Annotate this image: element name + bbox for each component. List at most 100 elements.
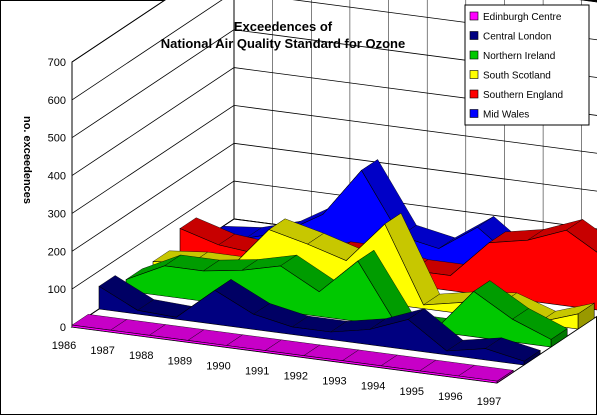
x-tick-label: 1987 bbox=[90, 345, 114, 357]
data-point-1989 bbox=[322, 214, 324, 216]
legend-label: South Scotland bbox=[483, 71, 551, 82]
x-tick-label: 1996 bbox=[438, 391, 462, 403]
x-tick-label: 1997 bbox=[477, 396, 501, 408]
gridline bbox=[71, 104, 597, 214]
series-central-london bbox=[98, 275, 541, 366]
data-point-1995 bbox=[446, 350, 448, 352]
data-point-1993 bbox=[423, 304, 425, 306]
gridlines bbox=[71, 0, 597, 328]
legend-label: Edinburgh Centre bbox=[483, 12, 562, 23]
x-tick-label: 1989 bbox=[168, 355, 192, 367]
data-point-1990 bbox=[361, 170, 363, 172]
data-point-1986 bbox=[152, 261, 154, 263]
data-point-1988 bbox=[176, 317, 178, 319]
data-point-1992 bbox=[330, 331, 332, 333]
data-point-1997 bbox=[496, 380, 498, 382]
legend-swatch bbox=[469, 89, 479, 99]
data-point-1988 bbox=[203, 270, 205, 272]
data-point-1990 bbox=[280, 265, 282, 267]
y-tick-label: 200 bbox=[48, 246, 66, 258]
legend-label: Northern Ireland bbox=[483, 51, 555, 62]
data-point-1989 bbox=[241, 270, 243, 272]
chart-title: Exceedences of bbox=[234, 19, 333, 34]
y-tick-label: 700 bbox=[48, 57, 66, 69]
data-point-1995 bbox=[473, 291, 475, 293]
x-tick-label: 1995 bbox=[399, 386, 423, 398]
data-point-1994 bbox=[407, 319, 409, 321]
data-point-1991 bbox=[345, 260, 347, 262]
y-tick-label: 0 bbox=[60, 322, 66, 334]
x-tick-label: 1992 bbox=[284, 371, 308, 383]
legend-label: Central London bbox=[483, 32, 551, 43]
data-point-1987 bbox=[218, 244, 220, 246]
data-point-1990 bbox=[253, 313, 255, 315]
x-tick-label: 1986 bbox=[52, 340, 76, 352]
data-point-1989 bbox=[187, 340, 189, 342]
legend-swatch bbox=[469, 31, 479, 40]
data-point-1989 bbox=[214, 289, 216, 291]
legend-label: Mid Wales bbox=[483, 110, 529, 121]
legend-swatch bbox=[469, 50, 479, 60]
x-tick-label: 1994 bbox=[361, 381, 385, 393]
x-tick-label: 1991 bbox=[245, 365, 269, 377]
data-point-1990 bbox=[226, 345, 228, 347]
legend-box bbox=[464, 4, 590, 126]
data-point-1991 bbox=[291, 326, 293, 328]
data-point-1995 bbox=[419, 370, 421, 372]
data-point-1987 bbox=[164, 265, 166, 267]
data-point-1989 bbox=[268, 229, 270, 231]
x-axis: 1986 1987 1988 1989 1990 1991 1992 1993 1994 1995… bbox=[52, 340, 501, 408]
data-point-1996 bbox=[566, 229, 568, 231]
data-point-1987 bbox=[110, 329, 112, 331]
series-group bbox=[71, 159, 597, 384]
data-point-1994 bbox=[380, 365, 382, 367]
data-point-1988 bbox=[149, 335, 151, 337]
data-point-1997 bbox=[523, 360, 525, 362]
series-front-face bbox=[98, 285, 525, 366]
data-point-1986 bbox=[179, 228, 181, 230]
data-point-1995 bbox=[527, 239, 529, 241]
data-point-1991 bbox=[318, 291, 320, 293]
legend-swatch bbox=[469, 70, 479, 79]
y-tick-label: 300 bbox=[48, 208, 66, 220]
x-tick-label: 1993 bbox=[322, 376, 346, 388]
legend-swatch bbox=[469, 11, 479, 21]
data-point-1993 bbox=[342, 360, 344, 362]
data-point-1996 bbox=[485, 348, 487, 350]
y-axis-label: no. exceedences bbox=[21, 116, 33, 204]
data-point-1994 bbox=[488, 242, 490, 244]
data-point-1986 bbox=[98, 286, 100, 288]
y-tick-label: 600 bbox=[48, 95, 66, 107]
y-tick-label: 500 bbox=[48, 133, 66, 145]
legend: Edinburgh Centre Central London Northern I… bbox=[464, 4, 590, 126]
y-tick-label: 400 bbox=[48, 171, 66, 183]
data-point-1991 bbox=[264, 350, 266, 352]
x-tick-label: 1990 bbox=[206, 360, 230, 372]
gridline bbox=[71, 0, 597, 63]
data-point-1992 bbox=[384, 223, 386, 225]
chart-subtitle: National Air Quality Standard for Ozone bbox=[161, 36, 405, 51]
data-point-1993 bbox=[369, 329, 371, 331]
data-point-1986 bbox=[71, 324, 73, 326]
legend-swatch bbox=[469, 109, 479, 118]
data-point-1987 bbox=[137, 310, 139, 312]
series-front-face bbox=[71, 324, 498, 384]
data-point-1993 bbox=[450, 275, 452, 277]
data-point-1992 bbox=[357, 260, 359, 262]
x-tick-label: 1988 bbox=[129, 350, 153, 362]
legend-label: Southern England bbox=[483, 90, 563, 101]
series-edinburgh-centre bbox=[71, 314, 514, 384]
data-point-1992 bbox=[438, 248, 440, 250]
data-point-1992 bbox=[303, 355, 305, 357]
data-point-1990 bbox=[307, 243, 309, 245]
data-point-1997 bbox=[577, 313, 579, 315]
data-point-1993 bbox=[477, 226, 479, 228]
data-point-1997 bbox=[550, 339, 552, 341]
gridline bbox=[71, 142, 597, 252]
y-tick-label: 100 bbox=[48, 284, 66, 296]
y-axis: 0 100 200 300 400 500 600 700 bbox=[48, 57, 66, 334]
data-point-1986 bbox=[125, 279, 127, 281]
gridline bbox=[71, 180, 597, 290]
